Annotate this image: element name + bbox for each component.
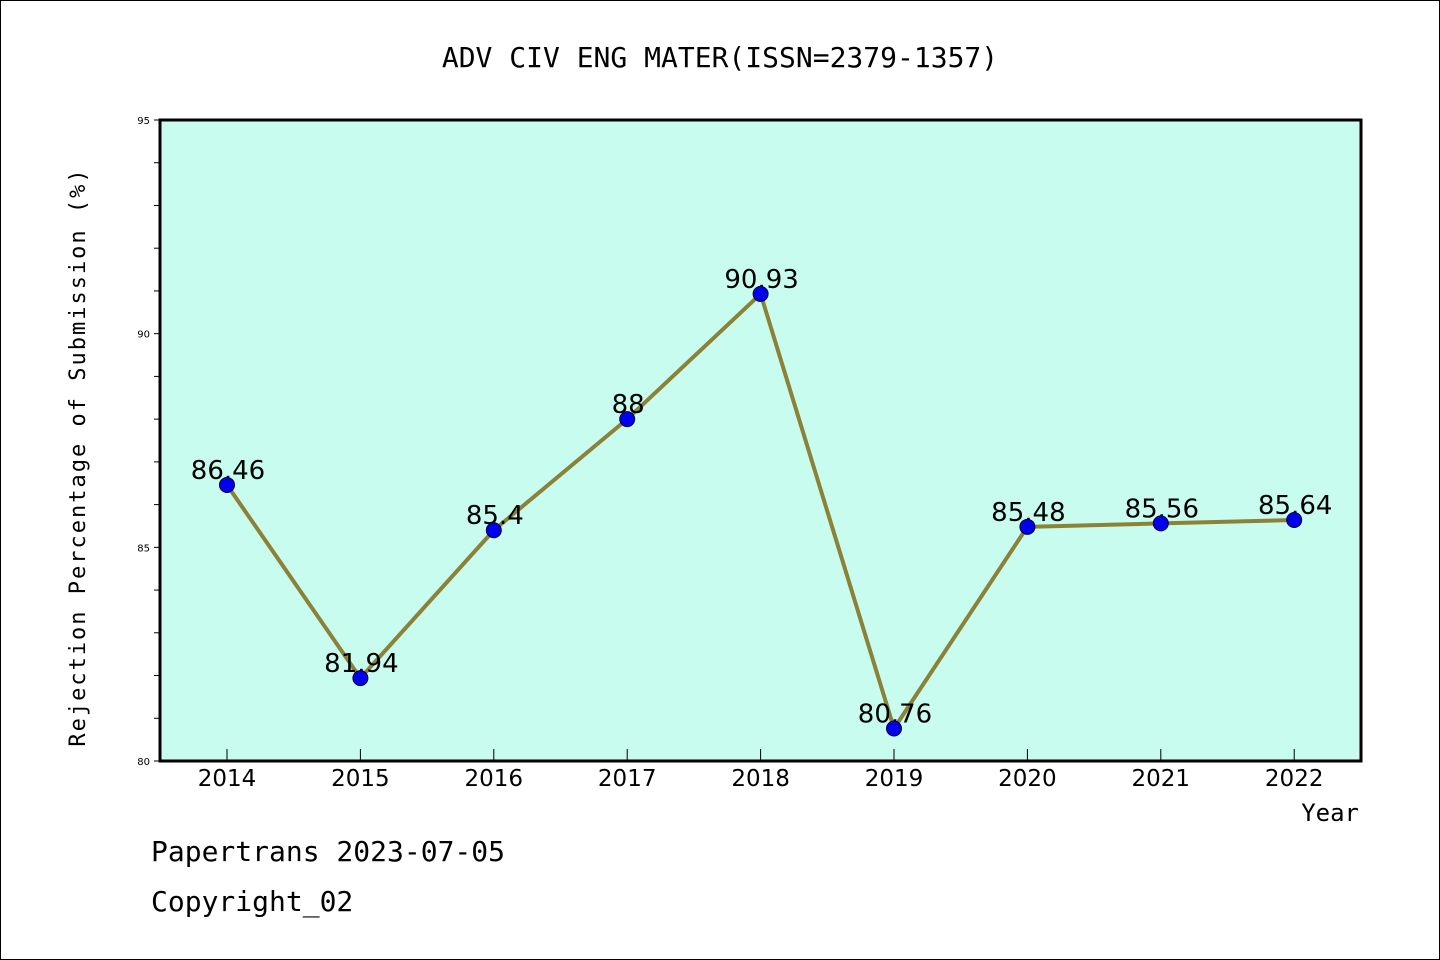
x-tick-label: 2014 [198,766,257,792]
y-tick-label: 95 [137,116,150,127]
x-tick-label: 2017 [598,766,657,792]
data-point [752,285,769,302]
x-axis-label: Year [1301,799,1359,827]
x-tick-label: 2020 [998,766,1057,792]
data-point [485,522,502,539]
x-tick-label: 2019 [865,766,924,792]
data-point [619,411,636,428]
y-tick-label: 80 [137,757,150,768]
data-point [1152,515,1169,532]
chart-title: ADV CIV ENG MATER(ISSN=2379-1357) [442,41,998,74]
x-tick-label: 2015 [331,766,390,792]
y-tick-label: 85 [137,543,150,554]
plot-border [158,118,1363,763]
x-tick-label: 2018 [731,766,790,792]
y-axis-label: Rejection Percentage of Submission (%) [66,167,91,746]
footer-date: Papertrans 2023-07-05 [151,835,506,868]
data-point [1286,511,1303,528]
y-tick-label: 90 [137,330,150,341]
footer-copyright: Copyright_02 [151,885,354,918]
plot-area [160,120,1361,761]
x-tick-label: 2021 [1132,766,1191,792]
data-point [886,720,902,737]
x-tick-label: 2016 [465,766,524,792]
x-tick-label: 2022 [1265,766,1324,792]
data-point [352,670,369,687]
data-point [219,476,235,493]
data-point [1019,518,1036,535]
